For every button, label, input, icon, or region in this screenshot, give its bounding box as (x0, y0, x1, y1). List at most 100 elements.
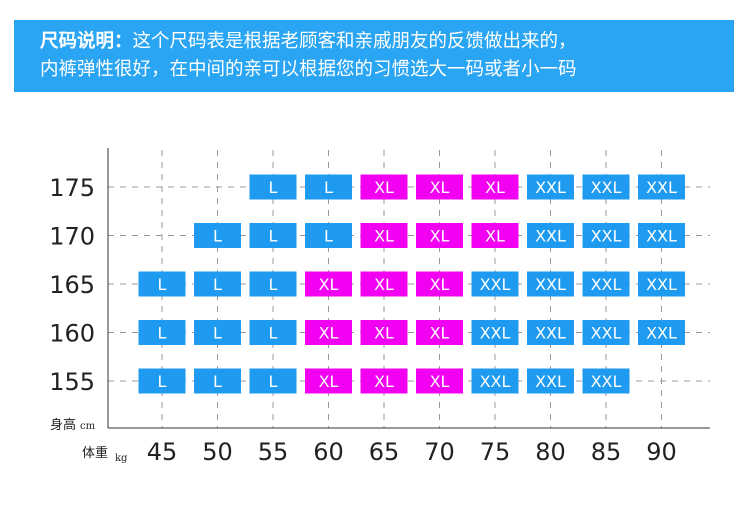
size-cell-l (305, 174, 352, 200)
size-cell-xl (305, 320, 352, 345)
size-cell-label: L (324, 178, 333, 197)
size-cell-xl (360, 320, 408, 345)
size-cell-xxl (638, 320, 685, 345)
size-cell-label: XL (374, 275, 394, 294)
y-tick-label: 170 (49, 223, 95, 251)
size-cell-xl (305, 271, 352, 297)
size-cell-label: XXL (646, 324, 677, 343)
size-cell-label: L (213, 275, 222, 294)
size-cell-label: L (158, 275, 167, 294)
size-cell-label: XL (430, 178, 450, 197)
size-cell-xxl (471, 368, 519, 394)
banner-title: 尺码说明： (40, 31, 133, 52)
x-tick-label: 65 (369, 438, 400, 466)
size-cell-label: L (213, 227, 222, 246)
size-cell-l (249, 271, 297, 297)
banner-line-1: 尺码说明：这个尺码表是根据老顾客和亲戚朋友的反馈做出来的， (40, 28, 722, 56)
size-cell-label: XL (374, 178, 394, 197)
banner-line-2: 内裤弹性很好，在中间的亲可以根据您的习惯选大一码或者小一码 (40, 59, 577, 80)
size-cell-label: XL (319, 324, 339, 343)
size-cell-label: XXL (480, 372, 511, 391)
x-tick-label: 55 (258, 438, 289, 466)
y-tick-label: 160 (49, 320, 95, 348)
size-cell-label: XXL (535, 324, 566, 343)
size-cell-label: L (269, 324, 278, 343)
size-cell-l (249, 223, 297, 248)
size-cell-label: XL (485, 178, 505, 197)
y-tick-label: 175 (49, 174, 95, 202)
size-cell-l (194, 223, 241, 248)
size-cell-l (194, 271, 241, 297)
size-cell-label: L (158, 372, 167, 391)
size-cell-l (249, 320, 297, 345)
size-cell-label: XXL (535, 227, 566, 246)
size-cell-xxl (582, 271, 630, 297)
size-cell-label: XL (485, 227, 505, 246)
size-cell-label: XL (319, 275, 339, 294)
size-cell-xl (471, 174, 519, 200)
x-tick-label: 85 (591, 438, 622, 466)
size-cell-xl (360, 368, 408, 394)
size-cell-xxl (582, 223, 630, 248)
size-cell-label: L (324, 227, 333, 246)
size-cell-label: XXL (480, 324, 511, 343)
size-cell-xl (360, 271, 408, 297)
size-cell-xl (416, 271, 463, 297)
size-cell-xxl (582, 174, 630, 200)
size-cell-l (138, 368, 186, 394)
size-cell-xl (360, 174, 408, 200)
size-cell-xxl (471, 320, 519, 345)
size-cell-label: XL (430, 324, 450, 343)
x-axis-label: 体重 (82, 445, 108, 461)
size-cell-l (194, 320, 241, 345)
size-cell-xxl (582, 368, 630, 394)
x-tick-label: 45 (147, 438, 178, 466)
size-cell-label: XL (374, 227, 394, 246)
size-cell-label: L (269, 178, 278, 197)
size-cell-l (194, 368, 241, 394)
size-cell-label: XXL (535, 372, 566, 391)
x-tick-label: 50 (202, 438, 233, 466)
size-cell-label: XL (374, 324, 394, 343)
size-cell-label: XXL (591, 324, 622, 343)
size-cell-label: XXL (591, 275, 622, 294)
size-cell-label: XXL (591, 227, 622, 246)
size-cell-xl (416, 320, 463, 345)
size-cell-label: XL (430, 227, 450, 246)
size-cell-label: XXL (646, 178, 677, 197)
size-cell-xl (416, 368, 463, 394)
size-cell-xxl (527, 320, 574, 345)
size-note-banner: 尺码说明：这个尺码表是根据老顾客和亲戚朋友的反馈做出来的， 内裤弹性很好，在中间… (14, 20, 734, 92)
size-cell-xl (416, 174, 463, 200)
size-cell-xxl (527, 223, 574, 248)
x-tick-label: 75 (480, 438, 511, 466)
size-cell-xl (416, 223, 463, 248)
y-tick-label: 165 (49, 271, 95, 299)
y-tick-label: 155 (49, 368, 95, 396)
x-axis-unit: kg (115, 453, 128, 464)
banner-text-1: 这个尺码表是根据老顾客和亲戚朋友的反馈做出来的， (132, 31, 577, 52)
size-cell-xxl (527, 271, 574, 297)
size-cell-l (138, 271, 186, 297)
size-cell-label: L (158, 324, 167, 343)
x-tick-label: 70 (424, 438, 455, 466)
size-cell-label: XXL (535, 178, 566, 197)
size-cell-xl (305, 368, 352, 394)
size-cell-label: L (213, 324, 222, 343)
size-cell-l (249, 174, 297, 200)
size-cell-label: XL (430, 372, 450, 391)
size-cell-label: XXL (591, 178, 622, 197)
size-cell-label: XL (374, 372, 394, 391)
size-cell-xxl (638, 271, 685, 297)
size-cell-label: L (269, 227, 278, 246)
size-cell-label: L (269, 275, 278, 294)
size-cell-xxl (638, 223, 685, 248)
size-cell-label: XL (319, 372, 339, 391)
size-cell-xl (471, 223, 519, 248)
size-cell-l (305, 223, 352, 248)
size-cell-label: XL (430, 275, 450, 294)
size-cell-xxl (527, 174, 574, 200)
size-cell-xxl (527, 368, 574, 394)
size-cell-xxl (638, 174, 685, 200)
